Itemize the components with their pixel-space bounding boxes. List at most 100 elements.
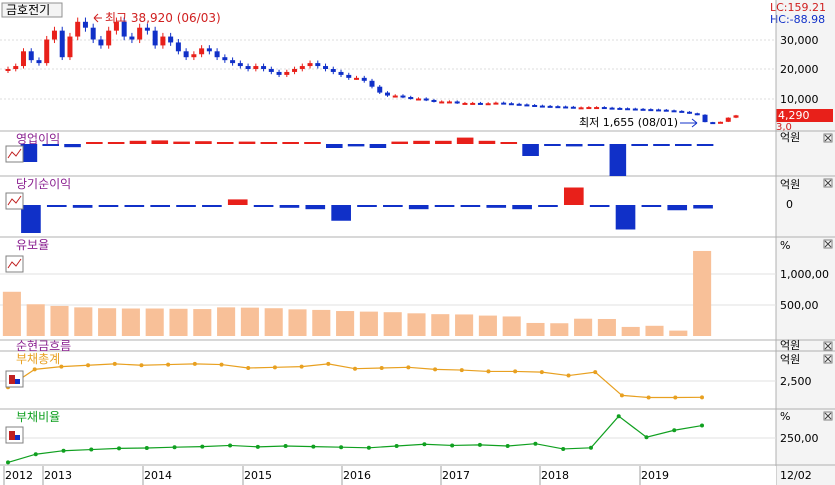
candle-body	[369, 80, 375, 87]
candle-body	[28, 51, 34, 61]
bar	[653, 144, 670, 146]
series-line	[7, 415, 703, 463]
bar	[615, 205, 636, 230]
candle-body	[330, 69, 336, 72]
candle-body	[415, 98, 421, 101]
candle-body	[284, 71, 290, 75]
candle-body	[485, 103, 491, 106]
reserve-ratio-unit: %	[780, 239, 790, 252]
data-point	[144, 446, 149, 451]
bar	[107, 142, 125, 144]
candle-body	[609, 107, 615, 110]
candle-body	[44, 39, 50, 64]
candle-body	[261, 66, 267, 69]
x-axis: 2012 2013 2014 2015 2016 2017 2018 2019	[0, 466, 776, 485]
bar	[696, 144, 714, 146]
price-title-box	[1, 2, 63, 18]
candle-body	[121, 21, 127, 37]
bar	[240, 307, 259, 336]
candle-body	[423, 98, 429, 101]
data-point	[255, 444, 260, 449]
data-point	[450, 443, 455, 448]
debt-ratio-title: 부채비율	[16, 410, 60, 424]
data-point	[172, 445, 177, 450]
bar	[434, 205, 455, 207]
data-point	[166, 362, 171, 367]
net-income-panel[interactable]: 당기순이익 억원 0	[5, 177, 833, 233]
candle-body	[477, 102, 483, 105]
bar	[216, 142, 234, 144]
bar	[408, 205, 429, 210]
bar	[20, 144, 38, 162]
bar	[538, 205, 558, 207]
candle-body	[245, 66, 251, 69]
data-point	[117, 446, 122, 451]
bar	[407, 313, 426, 336]
candle-body	[640, 108, 646, 111]
data-point	[406, 365, 411, 370]
bar	[42, 144, 60, 146]
close-x-icon	[824, 179, 832, 187]
candle-body	[578, 107, 584, 110]
bar-chart-icon	[9, 431, 15, 440]
data-point	[299, 364, 304, 369]
candle-body	[446, 101, 452, 104]
candle-body	[346, 74, 352, 78]
data-point	[700, 423, 704, 428]
candle-body	[144, 27, 150, 31]
data-point	[700, 395, 704, 400]
price-title: 금호전기	[6, 3, 50, 17]
data-point	[61, 448, 66, 453]
bar	[176, 205, 196, 207]
data-point	[33, 452, 38, 457]
candle-body	[594, 107, 600, 110]
candle-body	[408, 97, 414, 100]
bar	[193, 309, 212, 336]
candle-body	[98, 39, 104, 46]
bar	[98, 308, 117, 336]
reserve-ratio-panel[interactable]: 유보율 % 1,000,00 500,00	[0, 238, 833, 336]
candle-body	[555, 106, 561, 109]
candle-body	[36, 60, 42, 64]
data-point	[459, 368, 464, 373]
candle-body	[361, 77, 367, 81]
bar	[173, 141, 190, 144]
bar	[217, 307, 236, 336]
bar	[486, 205, 507, 208]
candle-body	[508, 103, 514, 106]
price-tick-20000: 20,000	[780, 63, 819, 76]
debt-ratio-panel[interactable]: 부채비율 % 250,00	[0, 410, 833, 465]
reserve-ratio-tick-1000: 1,000,00	[780, 268, 829, 281]
candle-body	[725, 117, 731, 122]
data-point	[228, 443, 233, 448]
data-point	[616, 414, 621, 419]
cash-flow-panel[interactable]: 순현금흐름 억원	[16, 339, 833, 353]
bar	[151, 140, 169, 144]
candle-body	[129, 36, 135, 40]
bar	[195, 141, 212, 144]
price-panel[interactable]: 금호전기 최고 38,920 (06/03) 최저 1,655 (08/01) …	[0, 1, 833, 133]
data-point	[200, 444, 205, 449]
bar	[325, 144, 343, 148]
close-x-icon	[824, 412, 832, 420]
candle-body	[384, 92, 390, 96]
line-chart-icon	[7, 195, 22, 206]
bar	[667, 205, 688, 211]
x-tick-label: 2018	[541, 469, 569, 482]
data-point	[513, 369, 518, 374]
candle-body	[570, 106, 576, 109]
operating-profit-panel[interactable]: 영업이익 억원	[5, 131, 833, 176]
data-point	[139, 363, 144, 368]
candle-body	[175, 42, 181, 52]
total-debt-panel[interactable]: 부채총계 억원 2,500	[0, 352, 833, 400]
line-chart-icon	[7, 258, 22, 269]
bar	[253, 205, 274, 207]
bar	[50, 305, 69, 336]
candle-body	[679, 110, 685, 113]
debt-ratio-line	[6, 414, 704, 465]
x-axis-right-label: 12/02	[780, 469, 812, 482]
candle-body	[90, 27, 96, 40]
line-chart-icon	[7, 148, 22, 159]
